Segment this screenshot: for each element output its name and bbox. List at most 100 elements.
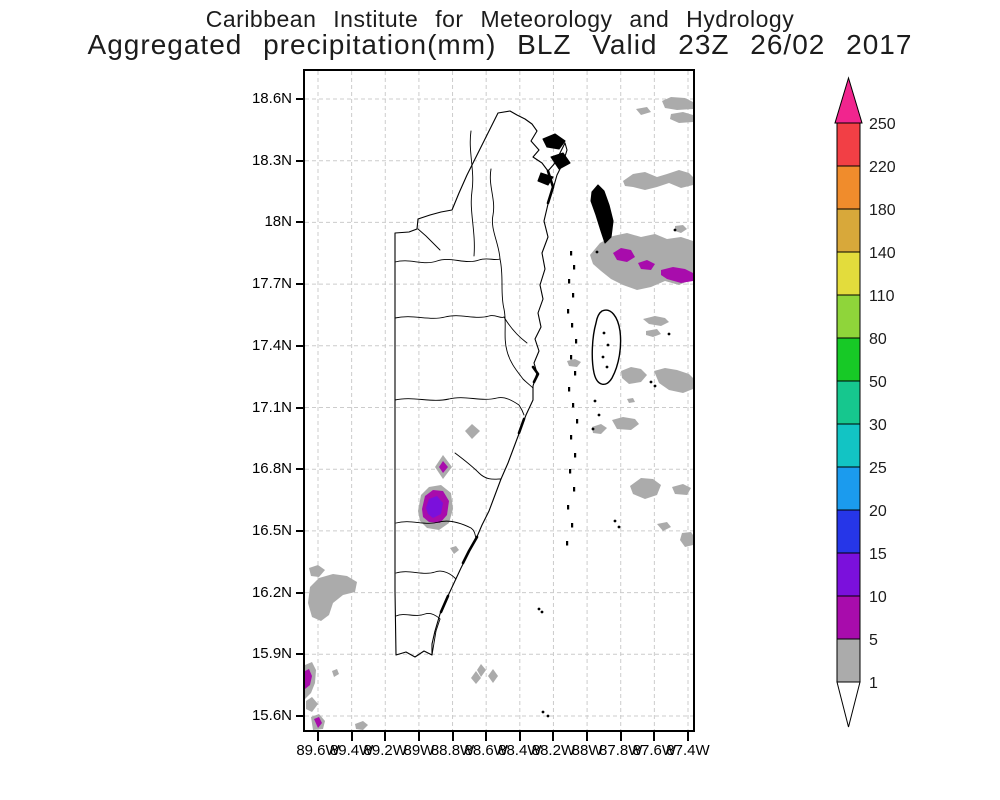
barrier-caye — [575, 339, 578, 344]
caye-speck — [597, 413, 601, 417]
precip-area-1-5mm — [670, 112, 693, 123]
caye-speck — [606, 343, 610, 347]
district-boundaries — [394, 130, 534, 656]
colorbar-tick-label: 5 — [869, 632, 878, 649]
lat-tick — [296, 221, 305, 224]
lat-label: 17.1N — [251, 398, 292, 416]
coastal-caye-dashes — [566, 251, 579, 546]
lat-tick — [296, 406, 305, 409]
colorbar-tick-label: 140 — [869, 245, 896, 262]
precip-area-1-5mm — [636, 107, 651, 115]
colorbar-tick-label: 110 — [869, 288, 895, 305]
colorbar-segment — [836, 122, 861, 167]
precip-area-1-5mm — [306, 697, 318, 712]
lon-tick — [485, 732, 488, 741]
colorbar-segment — [836, 208, 861, 253]
lon-tick — [518, 732, 521, 741]
lon-tick — [317, 732, 319, 741]
lon-label: 87.8W — [599, 742, 643, 759]
colorbar-tick-label: 250 — [869, 116, 896, 133]
colorbar-tick-label: 1 — [869, 675, 878, 692]
precip-area-5-10mm — [305, 669, 312, 689]
caye-speck — [653, 384, 657, 388]
colorbar-segment — [836, 552, 861, 597]
precip-area-1-5mm — [672, 484, 691, 495]
lat-tick — [296, 529, 305, 532]
lon-label: 89.6W — [296, 742, 340, 759]
border-hook — [417, 228, 441, 251]
colorbar-segment — [836, 595, 861, 640]
caye-speck — [593, 399, 597, 403]
lon-tick — [653, 732, 656, 741]
lon-label: 88.2W — [531, 742, 576, 759]
lat-tick — [296, 653, 305, 656]
caye-speck — [601, 355, 605, 359]
colorbar-segment — [836, 466, 861, 511]
lat-label: 17.4N — [251, 336, 292, 354]
precip-area-1-5mm — [675, 225, 687, 233]
precip-area-1-5mm — [654, 368, 693, 393]
map-svg — [305, 71, 693, 730]
caye-speck — [667, 332, 671, 336]
lat-label: 16.5N — [251, 521, 292, 539]
precip-area-1-5mm — [450, 546, 459, 554]
lon-label: 88.8W — [430, 742, 475, 759]
precip-area-1-5mm — [567, 359, 581, 367]
colorbar-tick-label: 30 — [869, 417, 887, 434]
precip-area-5-10mm — [661, 267, 693, 283]
colorbar-arrow-down — [836, 681, 861, 728]
barrier-caye — [570, 435, 573, 440]
barrier-caye — [574, 371, 577, 376]
lat-tick — [296, 715, 305, 717]
colorbar-segment — [836, 423, 861, 468]
belize-coastline — [394, 110, 568, 658]
map-frame — [303, 69, 695, 732]
lon-tick — [619, 732, 622, 741]
colorbar-tick-label: 25 — [869, 460, 887, 477]
coast-mangrove-thickening — [439, 169, 555, 614]
lat-label: 18.3N — [251, 151, 292, 169]
barrier-caye — [569, 469, 572, 474]
lon-tick — [384, 732, 387, 741]
precip-area-1-5mm — [630, 478, 661, 499]
precip-area-1-5mm — [355, 721, 368, 730]
lon-label: 89.2W — [363, 742, 407, 759]
lat-label: 18.6N — [251, 90, 292, 107]
caye-speck — [673, 228, 677, 232]
precip-area-5-10mm — [314, 717, 322, 728]
belize-map — [394, 110, 677, 718]
caye-speck — [595, 250, 599, 254]
barrier-caye — [567, 505, 570, 510]
caye-speck — [537, 607, 541, 611]
barrier-caye — [568, 279, 571, 284]
precipitation-layer — [305, 97, 693, 730]
precip-area-1-5mm — [308, 574, 357, 621]
lon-tick — [552, 732, 555, 741]
caye-speck — [617, 525, 621, 529]
lon-label: 89W — [403, 742, 435, 759]
colorbar-tick-label: 180 — [869, 202, 896, 219]
barrier-caye — [576, 419, 579, 424]
precip-area-1-5mm — [465, 424, 480, 439]
lat-tick — [296, 283, 305, 286]
colorbar-legend: 250 220 180 140 110 80 50 30 25 20 15 10 5 1 — [834, 76, 896, 728]
colorbar-tick-label: 50 — [869, 374, 887, 391]
precip-area-1-5mm — [488, 669, 498, 683]
precip-area-1-5mm — [662, 97, 693, 110]
precip-area-5-10mm — [439, 461, 448, 473]
colorbar-segment — [836, 251, 861, 296]
precip-area-5-10mm — [638, 260, 655, 270]
gridlines — [305, 71, 693, 730]
colorbar-tick-label: 10 — [869, 589, 887, 606]
barrier-caye — [570, 251, 573, 256]
precip-area-1-5mm — [309, 565, 325, 577]
caye-speck — [541, 710, 545, 714]
turneffe-atoll — [591, 309, 622, 385]
precip-area-10-15mm — [426, 496, 443, 518]
lon-tick — [451, 732, 454, 741]
barrier-caye — [568, 387, 571, 392]
precip-area-1-5mm — [623, 170, 693, 190]
colorbar-segment — [836, 165, 861, 210]
precip-area-5-10mm — [613, 248, 635, 262]
lon-tick — [350, 732, 353, 741]
